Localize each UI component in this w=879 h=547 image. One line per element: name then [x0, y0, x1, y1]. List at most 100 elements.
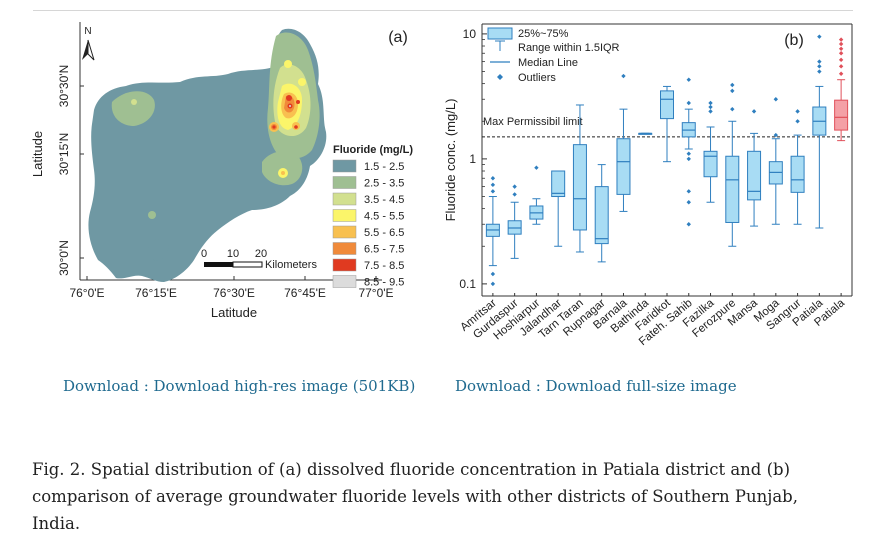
legend-range-label: 4.5 - 5.5 — [364, 211, 404, 223]
x-tick-label: 76°15'E — [135, 286, 177, 300]
scale-tick-0: 0 — [201, 248, 207, 260]
outlier-point — [817, 64, 822, 69]
legend-range-label: 2.5 - 3.5 — [364, 178, 404, 190]
iqr-box — [572, 144, 587, 231]
outlier-point — [490, 281, 496, 287]
outlier-point — [512, 184, 517, 189]
box-1 — [507, 184, 522, 296]
y-tick-label: 30°30'N — [57, 65, 71, 107]
scale-tick-20: 20 — [255, 248, 267, 260]
legend-whisker-icon — [495, 40, 505, 51]
outlier-point — [490, 176, 496, 181]
boxplot-legend: 25%~75% Range within 1.5IQR Median Line … — [487, 27, 620, 84]
outlier-point — [686, 200, 691, 205]
outlier-point — [686, 189, 691, 194]
outlier-point — [708, 109, 713, 114]
iqr-box — [660, 90, 674, 120]
x-tick-label: 76°30'E — [213, 286, 255, 300]
outlier-point — [838, 41, 844, 47]
legend-swatch — [332, 176, 357, 189]
box-5 — [594, 164, 609, 296]
y-axis-ticks: 0.1 1 10 — [459, 27, 487, 291]
outlier-point — [751, 109, 757, 114]
iqr-box — [703, 150, 718, 178]
box-6 — [616, 73, 631, 296]
outlier-point — [838, 64, 844, 69]
map-legend: 1.5 - 2.5 2.5 - 3.5 3.5 - 4.5 4.5 - 5.5 5.5 … — [332, 159, 404, 289]
legend-swatch — [332, 159, 357, 173]
outlier-point — [838, 71, 844, 76]
legend-box-icon — [487, 27, 513, 40]
y-tick-label: 30°0'N — [57, 240, 71, 276]
outlier-point — [490, 271, 496, 277]
outlier-point — [686, 100, 691, 106]
outlier-point — [708, 104, 713, 110]
iqr-box — [790, 155, 805, 193]
legend-box-label: 25%~75% — [518, 28, 569, 40]
legend-range-label: 6.5 - 7.5 — [364, 244, 404, 256]
outlier-point — [490, 182, 496, 188]
map-figure: N (a) Fluoride (mg/L) 1.5 - 2.5 2.5 - 3.5… — [30, 22, 413, 320]
y-tick-label: 10 — [463, 27, 477, 41]
outlier-point — [838, 37, 844, 42]
legend-title: Fluoride (mg/L) — [333, 144, 413, 156]
outlier-point — [817, 69, 822, 74]
box-3 — [551, 170, 566, 296]
box-15 — [812, 34, 827, 296]
legend-range-label: 7.5 - 8.5 — [364, 260, 404, 272]
legend-range-label: 1.5 - 2.5 — [364, 161, 404, 173]
scale-bar: 0 10 20 Kilometers — [201, 248, 318, 271]
outlier-point — [795, 109, 800, 114]
legend-range-label: 3.5 - 4.5 — [364, 194, 404, 206]
north-label: N — [84, 26, 91, 37]
legend-median-label: Median Line — [518, 57, 578, 69]
iqr-box — [834, 99, 849, 131]
box-7 — [638, 132, 653, 296]
legend-range-label: 8.5 - 9.5 — [364, 277, 404, 289]
box-11 — [725, 82, 740, 296]
legend-whisker-label: Range within 1.5IQR — [518, 42, 620, 54]
boxplot-panel: 0.1 1 10 Max Permissibil limit Amritsar Gur… — [438, 14, 858, 349]
iqr-box — [725, 155, 740, 223]
legend-swatch — [332, 209, 357, 222]
legend-outlier-label: Outliers — [518, 72, 556, 84]
outlier-point — [686, 222, 691, 227]
legend-swatch — [332, 258, 357, 272]
outlier-point — [686, 151, 691, 156]
box-14 — [790, 109, 805, 296]
iqr-box — [616, 138, 631, 195]
outlier-point — [490, 189, 496, 194]
outlier-point — [686, 77, 691, 82]
box-4 — [572, 104, 587, 296]
box-0 — [485, 176, 500, 296]
box-2 — [529, 165, 544, 296]
download-full-size-link[interactable]: Download : Download full-size image — [455, 377, 737, 395]
outlier-point — [817, 34, 822, 39]
box-13 — [768, 97, 783, 296]
x-tick-label: 77°0'E — [358, 286, 393, 300]
y-tick-label: 1 — [469, 152, 476, 166]
box-10 — [703, 100, 718, 296]
iqr-box — [594, 186, 609, 245]
outlier-point — [686, 156, 691, 162]
legend-swatch — [332, 242, 357, 255]
box-16 — [834, 37, 849, 296]
y-tick-label: 30°15'N — [57, 133, 71, 175]
outlier-point — [730, 88, 735, 94]
outlier-point — [534, 165, 539, 170]
iqr-box — [747, 150, 762, 201]
threshold-label: Max Permissibil limit — [483, 116, 583, 128]
legend-swatch — [332, 225, 357, 239]
download-high-res-link[interactable]: Download : Download high-res image (501K… — [63, 377, 416, 395]
box-12 — [747, 109, 762, 296]
map-panel-label: (a) — [388, 29, 408, 46]
legend-swatch — [332, 275, 357, 288]
outlier-point — [817, 59, 822, 64]
map-panel: N (a) Fluoride (mg/L) 1.5 - 2.5 2.5 - 3.5… — [30, 14, 430, 344]
top-divider — [33, 10, 853, 11]
scale-tick-10: 10 — [227, 248, 239, 260]
x-tick-label: 76°0'E — [69, 286, 104, 300]
boxplot-y-axis-label: Fluoride conc. (mg/L) — [443, 99, 458, 222]
box-8 — [660, 85, 674, 296]
map-y-axis-label: Latitude — [30, 131, 45, 177]
